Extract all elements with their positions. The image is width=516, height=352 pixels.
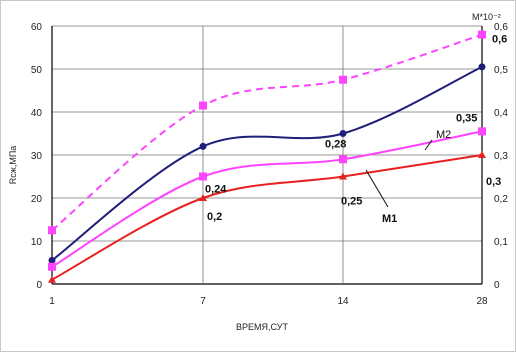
data-label-5: 0,25: [341, 196, 362, 208]
series-lines: [51, 33, 483, 281]
point-red-0: [48, 275, 56, 283]
point-magenta-dashed-2: [339, 75, 347, 84]
point-navy-2: [339, 130, 347, 137]
point-navy-1: [199, 142, 207, 150]
m2-leader-line: [424, 139, 433, 151]
gridlines: [51, 25, 483, 285]
tick-labels: 0 10 20 30 40 50 60 0 0,1 0,2 0,3 0,4 0,5 0,6 1 7 14 28: [31, 22, 508, 307]
point-navy-0: [48, 256, 56, 264]
y-axis-right-title: M*10⁻²: [472, 12, 501, 22]
y-left-tick-label: 60: [31, 22, 43, 33]
y-left-tick-label: 20: [31, 194, 43, 205]
series-line-magenta-dashed: [51, 33, 483, 232]
y-left-tick-label: 30: [31, 151, 43, 162]
m1-leader-line: [365, 169, 389, 208]
point-red-3: [478, 151, 486, 158]
y-right-tick-label: 0,3: [494, 151, 508, 162]
x-tick-label: 1: [49, 296, 55, 307]
data-label-6: 0,3: [486, 176, 501, 188]
x-tick-label: 14: [337, 296, 349, 307]
point-pink-3: [478, 127, 486, 136]
y-right-tick-label: 0: [494, 280, 500, 291]
y-axis-left-title: Rсж,МПа: [8, 146, 18, 185]
y-right-tick-label: 0,5: [494, 65, 508, 76]
x-tick-label: 28: [476, 296, 488, 307]
y-right-tick-label: 0,4: [494, 108, 508, 119]
data-label-1: 0,28: [325, 139, 346, 151]
point-magenta-dashed-3: [478, 30, 486, 39]
y-right-tick-label: 0,1: [494, 237, 508, 248]
y-right-tick-label: 0,2: [494, 194, 508, 205]
point-pink-0: [48, 262, 56, 271]
data-label-0: 0,24: [205, 184, 227, 196]
point-red-1: [199, 194, 207, 201]
series-line-navy: [51, 65, 483, 262]
point-magenta-dashed-0: [48, 226, 56, 235]
y-right-tick-label: 0,6: [494, 22, 508, 33]
y-left-tick-label: 50: [31, 65, 43, 76]
point-pink-2: [339, 155, 347, 164]
y-left-tick-label: 40: [31, 108, 43, 119]
series-line-red: [51, 154, 483, 281]
data-label-3: 0,6: [492, 34, 507, 46]
series-markers: [48, 30, 486, 283]
data-labels: 0,24 0,28 0,35 0,6 0,2 0,25 0,3: [205, 34, 507, 223]
point-navy-3: [478, 63, 486, 71]
data-label-4: 0,2: [207, 211, 222, 223]
series-line-pink: [51, 130, 483, 268]
point-pink-1: [199, 172, 207, 181]
series-label-m2: M2: [436, 129, 451, 141]
point-magenta-dashed-1: [199, 101, 207, 110]
y-left-tick-label: 10: [31, 237, 43, 248]
x-tick-label: 7: [200, 296, 206, 307]
y-left-tick-label: 0: [36, 280, 42, 291]
data-label-2: 0,35: [456, 112, 477, 124]
series-label-m1: M1: [382, 213, 397, 225]
point-red-2: [339, 172, 347, 180]
x-axis-title: ВРЕМЯ,СУТ: [236, 322, 288, 332]
